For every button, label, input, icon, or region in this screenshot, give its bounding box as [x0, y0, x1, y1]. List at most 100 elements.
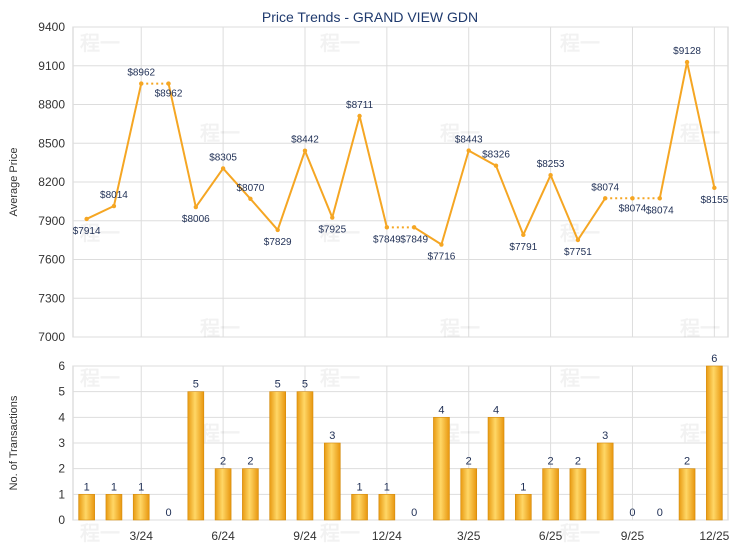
price-point-label: $8014 — [100, 190, 128, 201]
transaction-value-labels: 1 1 1 0 5 2 2 5 5 3 1 1 0 4 2 4 1 2 2 3 0 0 2 6 — [84, 353, 718, 519]
price-point — [193, 204, 199, 210]
x-tick-label: 9/24 — [293, 529, 317, 543]
transaction-value-label: 2 — [684, 456, 690, 468]
transaction-bar — [132, 494, 150, 521]
price-point — [357, 113, 362, 119]
transaction-value-label: 0 — [411, 507, 417, 519]
transaction-value-label: 5 — [193, 379, 199, 391]
price-chart-grid — [72, 26, 729, 338]
transaction-bar — [214, 468, 232, 521]
price-line-segment — [276, 149, 306, 231]
price-point — [575, 237, 581, 243]
watermark: 程一 — [200, 317, 240, 340]
transaction-bar — [460, 468, 478, 521]
x-tick-label: 12/25 — [699, 529, 729, 543]
price-point-label: $7914 — [73, 226, 101, 237]
transactions-y-tick-label: 2 — [58, 462, 65, 476]
x-tick-label: 12/24 — [372, 529, 402, 543]
watermark: 程一 — [320, 32, 360, 55]
transaction-value-label: 6 — [711, 353, 717, 365]
transaction-value-label: 2 — [466, 456, 472, 468]
price-point — [439, 242, 444, 247]
price-point — [548, 172, 553, 178]
watermark: 程一 — [320, 222, 360, 245]
price-point — [630, 196, 635, 201]
transaction-value-label: 1 — [111, 481, 117, 493]
price-point-label: $8305 — [209, 152, 237, 163]
price-point-label: $8155 — [700, 195, 728, 206]
x-tick-label: 6/24 — [211, 529, 235, 543]
price-line-segment — [331, 114, 361, 219]
price-point — [466, 148, 471, 153]
transactions-chart-grid — [72, 365, 729, 521]
transaction-bar — [78, 494, 95, 521]
price-point — [330, 215, 335, 220]
transaction-value-label: 2 — [548, 456, 554, 468]
price-y-tick-label: 8800 — [38, 98, 65, 112]
transaction-bar — [515, 494, 532, 521]
transaction-value-label: 1 — [384, 481, 390, 493]
price-point — [139, 81, 144, 86]
watermark: 程一 — [560, 222, 600, 245]
price-point — [602, 196, 608, 201]
transaction-value-label: 1 — [520, 481, 526, 493]
price-y-tick-label: 7600 — [38, 253, 65, 267]
transaction-value-label: 5 — [302, 379, 308, 391]
transaction-value-label: 3 — [329, 430, 335, 442]
transaction-bar — [542, 468, 559, 521]
price-y-tick-label: 9100 — [38, 59, 65, 73]
transactions-y-axis-label: No. of Transactions — [8, 395, 20, 490]
transaction-bar — [323, 442, 341, 521]
transaction-bar — [433, 417, 450, 521]
price-point — [248, 196, 253, 201]
price-y-axis-label: Average Price — [8, 148, 20, 217]
price-line-segment — [658, 61, 689, 200]
price-point-label: $8074 — [619, 203, 647, 214]
transaction-value-label: 5 — [275, 379, 281, 391]
price-point — [712, 185, 717, 191]
price-line-segment — [549, 174, 579, 241]
price-point — [84, 216, 89, 222]
transactions-y-tick-label: 1 — [58, 487, 65, 501]
transaction-bar — [596, 442, 614, 521]
price-point — [411, 225, 417, 230]
x-tick-label: 6/25 — [539, 529, 563, 543]
watermark: 程一 — [200, 422, 240, 445]
transaction-bar — [378, 494, 396, 521]
watermark: 程一 — [560, 367, 600, 390]
watermark: 程一 — [80, 222, 120, 245]
price-point-label: $7849 — [400, 234, 428, 245]
price-point — [275, 227, 280, 233]
price-point — [521, 232, 526, 238]
price-point-label: $8443 — [455, 135, 483, 146]
transactions-y-tick-labels: 0 1 2 3 4 5 6 — [58, 359, 65, 527]
price-line-segment — [522, 174, 552, 236]
price-point — [384, 225, 390, 230]
transaction-value-label: 1 — [357, 481, 363, 493]
transaction-bar — [296, 391, 314, 521]
transaction-bar — [187, 391, 205, 521]
price-point — [166, 81, 171, 86]
watermark: 程一 — [80, 367, 120, 390]
watermark: 程一 — [80, 32, 120, 55]
price-y-tick-label: 7300 — [38, 291, 65, 305]
watermark: 程一 — [320, 522, 360, 545]
transactions-y-tick-label: 4 — [58, 410, 65, 424]
price-y-tick-label: 7000 — [38, 330, 65, 344]
price-y-tick-label: 7900 — [38, 214, 65, 228]
price-line-segment — [249, 197, 279, 231]
transaction-value-label: 4 — [493, 404, 499, 416]
price-point-labels: $7914 $8014 $8962$8962 $8006 $8305 $8070 $7829… — [73, 46, 729, 262]
price-point-label: $8711 — [346, 100, 374, 111]
price-point-label: $8074 — [591, 182, 619, 193]
price-line-segment — [467, 149, 498, 167]
price-line-segment — [576, 197, 607, 241]
price-line-segment — [85, 205, 115, 220]
transaction-bar — [487, 417, 505, 521]
watermark: 程一 — [680, 317, 720, 340]
transaction-value-label: 3 — [602, 430, 608, 442]
price-line-segment — [303, 149, 334, 219]
x-tick-label: 3/25 — [457, 529, 481, 543]
price-point-label: $7791 — [509, 242, 537, 253]
